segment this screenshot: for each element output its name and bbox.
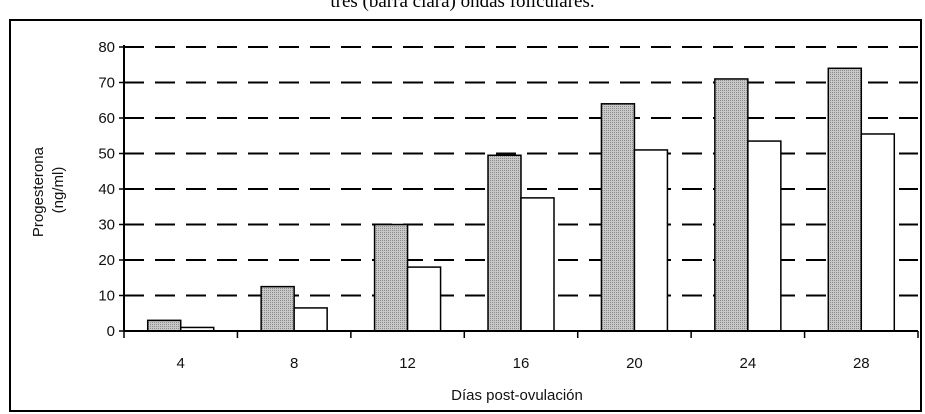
axes <box>119 45 919 338</box>
x-tick-label-16: 16 <box>513 355 530 372</box>
bar-series-1-28 <box>827 67 863 332</box>
bar-series-1-16 <box>487 154 522 332</box>
y-tick-label-60: 60 <box>98 110 115 127</box>
x-tick-label-4: 4 <box>177 355 185 372</box>
bar-series-2-12 <box>406 266 442 332</box>
y-axis-title-line-2: (ng/ml) <box>50 167 67 214</box>
x-tick-label-8: 8 <box>290 355 298 372</box>
bar-series-2-24 <box>747 140 782 332</box>
y-tick-label-20: 20 <box>98 252 115 269</box>
y-axis-title: Progesterona (ng/ml) <box>30 143 67 237</box>
bar-series-1-8 <box>260 285 295 332</box>
y-tick-label-10: 10 <box>98 288 115 305</box>
y-tick-label-80: 80 <box>98 39 115 56</box>
bar-series-1-4 <box>146 319 182 332</box>
bar-series-2-16 <box>520 197 555 332</box>
bar-series-1-12 <box>373 223 409 332</box>
x-axis-title: Días post-ovulación <box>451 387 583 404</box>
y-axis-title-line-1: Progesterona <box>30 146 47 237</box>
bar-series-2-20 <box>633 149 669 332</box>
x-tick-label-20: 20 <box>626 355 643 372</box>
bars <box>146 67 896 332</box>
bar-series-2-28 <box>860 133 896 332</box>
x-tick-label-24: 24 <box>740 355 757 372</box>
tick-labels: 0 10 20 30 40 50 60 70 80 4 8 12 16 20 24 28 <box>98 39 869 372</box>
y-tick-label-70: 70 <box>98 75 115 92</box>
y-tick-label-40: 40 <box>98 181 115 198</box>
x-tick-label-12: 12 <box>399 355 416 372</box>
bar-series-1-24 <box>714 78 749 332</box>
y-tick-label-30: 30 <box>98 217 115 234</box>
bar-series-2-8 <box>293 307 328 332</box>
x-tick-label-28: 28 <box>853 355 870 372</box>
y-tick-label-50: 50 <box>98 146 115 163</box>
figure-caption: tres (barra clara) ondas foliculares. <box>330 0 595 12</box>
bar-series-1-20 <box>600 103 636 332</box>
y-tick-label-0: 0 <box>107 323 115 340</box>
gridlines <box>124 46 918 297</box>
